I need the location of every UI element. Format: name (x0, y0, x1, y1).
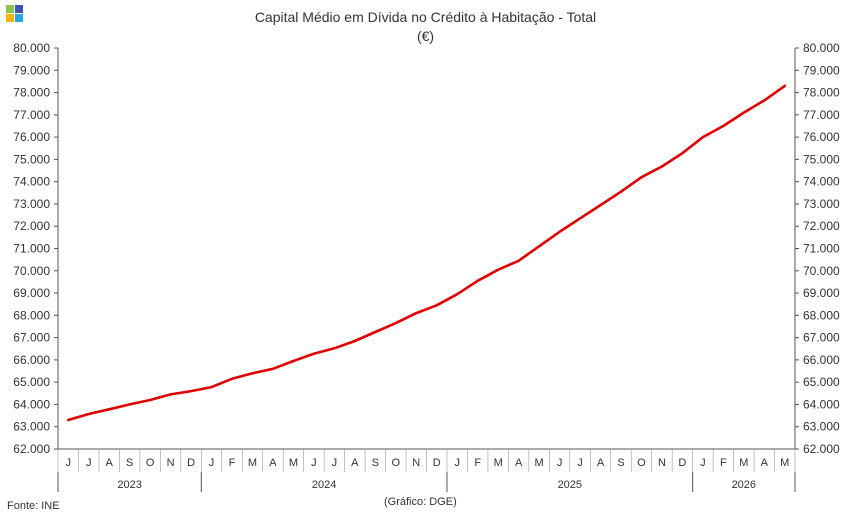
y-tick-label-left: 74.000 (13, 175, 50, 189)
chart-title: Capital Médio em Dívida no Crédito à Hab… (254, 9, 597, 25)
x-month-label: O (392, 457, 401, 469)
x-month-label: O (146, 457, 155, 469)
x-month-label: S (126, 457, 133, 469)
x-year-label: 2024 (312, 479, 336, 491)
y-tick-label-left: 79.000 (13, 63, 50, 77)
y-tick-label-right: 66.000 (803, 353, 840, 367)
y-tick-label-left: 71.000 (13, 242, 50, 256)
x-month-label: J (557, 457, 563, 469)
x-month-label: N (658, 457, 666, 469)
y-tick-label-right: 74.000 (803, 175, 840, 189)
y-tick-label-left: 75.000 (13, 152, 50, 166)
y-tick-label-left: 64.000 (13, 397, 50, 411)
credit-note: (Gráfico: DGE) (384, 496, 457, 508)
x-month-label: M (494, 457, 503, 469)
y-tick-label-left: 76.000 (13, 130, 50, 144)
x-month-label: J (311, 457, 317, 469)
y-tick-label-left: 68.000 (13, 308, 50, 322)
y-tick-label-right: 72.000 (803, 219, 840, 233)
y-tick-label-left: 69.000 (13, 286, 50, 300)
y-tick-label-right: 63.000 (803, 420, 840, 434)
x-month-label: J (209, 457, 215, 469)
x-year-label: 2026 (732, 479, 756, 491)
y-tick-label-right: 67.000 (803, 331, 840, 345)
x-month-label: A (761, 457, 769, 469)
x-month-label: M (289, 457, 298, 469)
y-tick-label-right: 78.000 (803, 86, 840, 100)
x-month-label: A (106, 457, 114, 469)
logo-square (15, 5, 23, 13)
x-year-label: 2025 (558, 479, 582, 491)
x-month-label: A (597, 457, 605, 469)
x-month-label: J (86, 457, 92, 469)
x-month-label: N (167, 457, 175, 469)
x-month-label: S (617, 457, 624, 469)
x-month-label: J (700, 457, 706, 469)
y-tick-label-left: 78.000 (13, 86, 50, 100)
x-month-label: D (433, 457, 441, 469)
y-tick-label-left: 65.000 (13, 375, 50, 389)
x-month-label: J (332, 457, 338, 469)
chart-subtitle: (€) (416, 28, 435, 44)
y-tick-label-left: 62.000 (13, 442, 50, 456)
x-year-label: 2023 (117, 479, 141, 491)
x-month-label: F (229, 457, 236, 469)
y-tick-label-left: 66.000 (13, 353, 50, 367)
y-tick-label-right: 62.000 (803, 442, 840, 456)
logo-square (15, 14, 23, 22)
y-tick-label-left: 63.000 (13, 420, 50, 434)
x-month-label: A (351, 457, 359, 469)
y-tick-label-right: 71.000 (803, 242, 840, 256)
x-month-label: M (535, 457, 544, 469)
x-month-label: M (739, 457, 748, 469)
x-month-label: D (678, 457, 686, 469)
source-note: Fonte: INE (7, 500, 60, 512)
x-month-label: J (454, 457, 460, 469)
y-tick-label-right: 76.000 (803, 130, 840, 144)
y-tick-label-left: 70.000 (13, 264, 50, 278)
y-tick-label-right: 73.000 (803, 197, 840, 211)
y-tick-label-right: 80.000 (803, 41, 840, 55)
series-line (66, 84, 787, 422)
x-month-label: A (269, 457, 277, 469)
y-tick-label-right: 75.000 (803, 152, 840, 166)
y-tick-label-right: 64.000 (803, 397, 840, 411)
x-month-label: S (372, 457, 379, 469)
logo-square (6, 5, 14, 13)
y-tick-label-right: 79.000 (803, 63, 840, 77)
x-month-label: O (637, 457, 646, 469)
x-month-label: J (577, 457, 583, 469)
logo-square (6, 14, 14, 22)
y-tick-label-right: 70.000 (803, 264, 840, 278)
y-tick-label-right: 65.000 (803, 375, 840, 389)
y-tick-label-right: 68.000 (803, 308, 840, 322)
x-month-label: J (65, 457, 71, 469)
y-tick-label-left: 67.000 (13, 331, 50, 345)
x-month-label: F (474, 457, 481, 469)
x-month-label: D (187, 457, 195, 469)
y-tick-label-right: 77.000 (803, 108, 840, 122)
y-tick-label-left: 72.000 (13, 219, 50, 233)
x-month-label: N (412, 457, 420, 469)
x-month-label: M (248, 457, 257, 469)
y-tick-label-left: 77.000 (13, 108, 50, 122)
y-tick-label-left: 73.000 (13, 197, 50, 211)
y-tick-label-left: 80.000 (13, 41, 50, 55)
x-month-label: M (780, 457, 789, 469)
y-tick-label-right: 69.000 (803, 286, 840, 300)
x-month-label: A (515, 457, 523, 469)
x-month-label: F (720, 457, 727, 469)
